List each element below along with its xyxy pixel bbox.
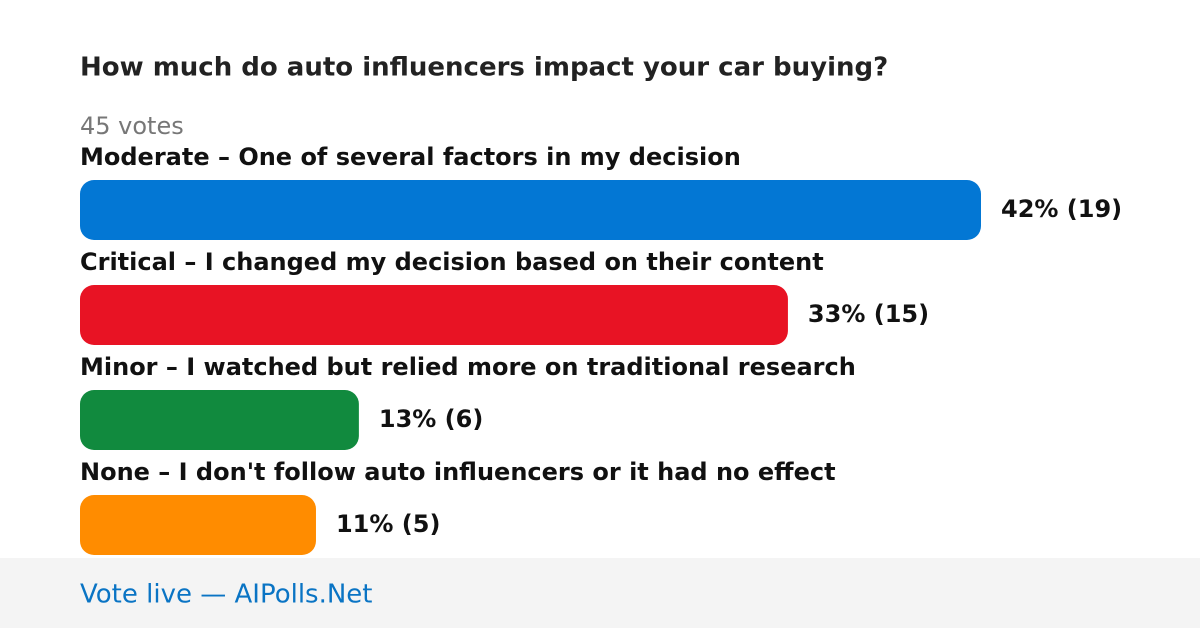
chart-title: How much do auto influencers impact your… xyxy=(80,53,888,83)
value-label: 13% (6) xyxy=(379,405,483,433)
bar xyxy=(80,180,981,240)
footer-link[interactable]: Vote live — AIPolls.Net xyxy=(80,580,373,610)
option-label: None – I don't follow auto influencers o… xyxy=(80,458,836,486)
value-label: 11% (5) xyxy=(336,510,440,538)
bar xyxy=(80,285,788,345)
option-label: Minor – I watched but relied more on tra… xyxy=(80,353,856,381)
option-label: Critical – I changed my decision based o… xyxy=(80,248,824,276)
bar xyxy=(80,495,316,555)
footer-band xyxy=(0,558,1200,628)
value-label: 42% (19) xyxy=(1001,195,1122,223)
bar xyxy=(80,390,359,450)
vote-count: 45 votes xyxy=(80,112,184,140)
value-label: 33% (15) xyxy=(808,300,929,328)
option-label: Moderate – One of several factors in my … xyxy=(80,143,741,171)
